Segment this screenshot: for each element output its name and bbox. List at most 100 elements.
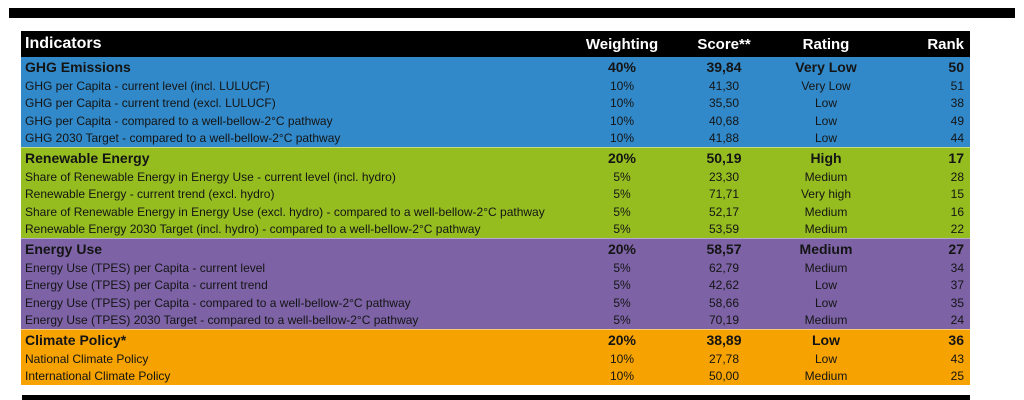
section-name: Climate Policy* [25, 332, 127, 348]
cell-score: 41,30 [708, 78, 740, 93]
indicator-label: Share of Renewable Energy in Energy Use … [25, 169, 396, 184]
section: Climate Policy* 20% 38,89 Low 36 National Cli… [21, 329, 970, 385]
indicator-row: Share of Renewable Energy in Energy Use … [21, 203, 970, 221]
cell-rank: 43 [950, 351, 964, 366]
indicator-label: GHG 2030 Target - compared to a well-bel… [25, 131, 341, 146]
cell-rating: Low [814, 295, 837, 310]
column-header-score: Score** [697, 35, 751, 53]
cell-weighting: 10% [609, 113, 635, 128]
cell-rank: 15 [950, 187, 964, 202]
cell-score: 50,19 [706, 150, 742, 166]
cell-rating: Low [812, 332, 840, 348]
cell-rating: Low [814, 131, 837, 146]
section-name: Energy Use [25, 241, 103, 257]
cell-weighting: 5% [613, 313, 631, 328]
cell-rank: 16 [950, 204, 964, 219]
indicator-row: Energy Use (TPES) per Capita - current l… [21, 259, 970, 277]
cell-weighting: 10% [609, 78, 635, 93]
cell-rank: 28 [950, 169, 964, 184]
cell-rank: 44 [950, 131, 964, 146]
cell-rank: 50 [948, 59, 964, 75]
indicator-label: Energy Use (TPES) per Capita - current t… [25, 278, 268, 293]
cell-rank: 34 [950, 260, 964, 275]
cell-rank: 51 [950, 78, 964, 93]
section-summary-row: Energy Use 20% 58,57 Medium 27 [21, 239, 970, 259]
cell-rank: 17 [948, 150, 964, 166]
cell-weighting: 5% [613, 260, 631, 275]
cell-weighting: 5% [613, 187, 631, 202]
cell-rank: 49 [950, 113, 964, 128]
section-name: GHG Emissions [25, 59, 131, 75]
cell-weighting: 5% [613, 169, 631, 184]
cell-rank: 38 [950, 96, 964, 111]
cell-rating: Medium [799, 241, 853, 257]
cell-score: 23,30 [708, 169, 740, 184]
indicator-label: Renewable Energy 2030 Target (incl. hydr… [25, 222, 481, 237]
table-header-row: Indicators Weighting Score** Rating Rank [21, 31, 970, 57]
indicator-row: Renewable Energy - current trend (excl. … [21, 186, 970, 204]
table-body: GHG Emissions 40% 39,84 Very Low 50 GHG per C… [21, 57, 970, 385]
indicator-score-table: Indicators Weighting Score** Rating Rank… [21, 31, 970, 385]
cell-weighting: 5% [613, 295, 631, 310]
cell-score: 71,71 [708, 187, 740, 202]
top-rule [9, 8, 1015, 18]
cell-weighting: 5% [613, 222, 631, 237]
cell-weighting: 10% [609, 96, 635, 111]
column-header-weighting: Weighting [585, 35, 659, 53]
cell-rank: 24 [950, 313, 964, 328]
cell-rating: Medium [804, 222, 848, 237]
section-summary-row: GHG Emissions 40% 39,84 Very Low 50 [21, 57, 970, 77]
indicator-row: International Climate Policy 10% 50,00 Medi… [21, 368, 970, 386]
indicator-label: International Climate Policy [25, 369, 171, 384]
cell-rating: Very Low [795, 59, 857, 75]
indicator-row: Energy Use (TPES) per Capita - compared … [21, 294, 970, 312]
cell-weighting: 20% [607, 332, 637, 348]
indicator-label: Energy Use (TPES) 2030 Target - compared… [25, 313, 419, 328]
cell-score: 38,89 [706, 332, 742, 348]
cell-score: 62,79 [708, 260, 740, 275]
cell-score: 53,59 [708, 222, 740, 237]
cell-rank: 37 [950, 278, 964, 293]
cell-rating: Low [814, 113, 837, 128]
cell-rank: 22 [950, 222, 964, 237]
indicator-row: Energy Use (TPES) 2030 Target - compared… [21, 312, 970, 330]
cell-weighting: 20% [607, 241, 637, 257]
indicator-label: Renewable Energy - current trend (excl. … [25, 187, 275, 202]
cell-score: 35,50 [708, 96, 740, 111]
cell-weighting: 5% [613, 278, 631, 293]
section-summary-row: Climate Policy* 20% 38,89 Low 36 [21, 330, 970, 350]
cell-weighting: 10% [609, 131, 635, 146]
section: GHG Emissions 40% 39,84 Very Low 50 GHG per C… [21, 57, 970, 147]
cell-rating: Medium [804, 169, 848, 184]
cell-rating: Low [814, 96, 837, 111]
indicator-row: GHG per Capita - current trend (excl. LU… [21, 95, 970, 113]
cell-score: 27,78 [708, 351, 740, 366]
indicator-row: Share of Renewable Energy in Energy Use … [21, 168, 970, 186]
cell-score: 40,68 [708, 113, 740, 128]
bottom-rule [22, 395, 970, 400]
indicator-row: GHG 2030 Target - compared to a well-bel… [21, 130, 970, 148]
cell-score: 39,84 [706, 59, 742, 75]
cell-rating: Medium [804, 260, 848, 275]
cell-rank: 27 [948, 241, 964, 257]
cell-score: 52,17 [708, 204, 740, 219]
column-header-rating: Rating [802, 35, 850, 53]
cell-rating: Very high [800, 187, 852, 202]
cell-rating: Medium [804, 369, 848, 384]
indicator-label: Energy Use (TPES) per Capita - current l… [25, 260, 266, 275]
indicator-row: GHG per Capita - compared to a well-bell… [21, 112, 970, 130]
cell-rating: Low [814, 351, 837, 366]
indicator-label: GHG per Capita - compared to a well-bell… [25, 113, 333, 128]
cell-score: 42,62 [708, 278, 740, 293]
column-header-rank: Rank [927, 35, 964, 53]
cell-rank: 35 [950, 295, 964, 310]
indicator-row: National Climate Policy 10% 27,78 Low 43 [21, 350, 970, 368]
section: Renewable Energy 20% 50,19 High 17 Share of R… [21, 147, 970, 238]
cell-weighting: 40% [607, 59, 637, 75]
cell-score: 50,00 [708, 369, 740, 384]
column-header-indicators: Indicators [25, 35, 102, 52]
cell-rating: Medium [804, 313, 848, 328]
section-name: Renewable Energy [25, 150, 150, 166]
cell-rating: Low [814, 278, 837, 293]
